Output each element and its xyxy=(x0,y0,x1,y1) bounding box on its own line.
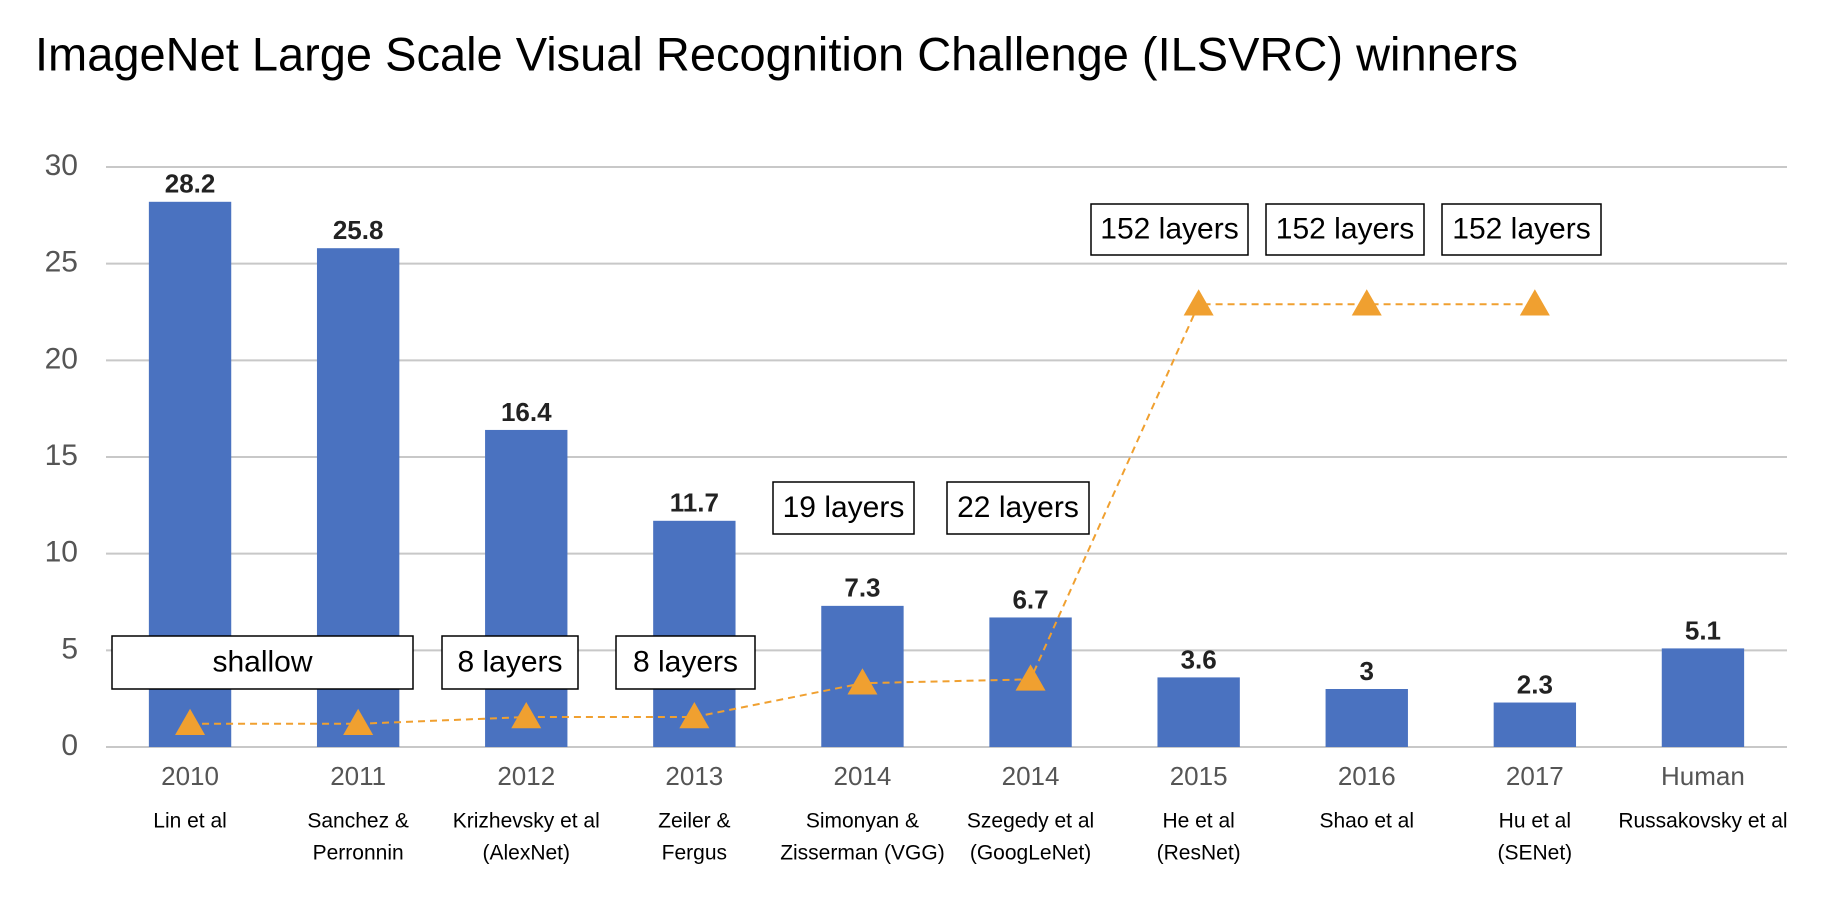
chart-title: ImageNet Large Scale Visual Recognition … xyxy=(35,27,1518,80)
bar xyxy=(1661,648,1745,747)
value-label: 7.3 xyxy=(844,573,880,603)
value-label: 16.4 xyxy=(501,397,552,427)
bar xyxy=(1157,677,1240,747)
annotation: 152 layers xyxy=(1100,212,1238,245)
bar xyxy=(485,429,568,747)
annotation: shallow xyxy=(212,645,312,678)
value-label: 25.8 xyxy=(333,215,384,245)
value-label: 3.6 xyxy=(1181,644,1217,674)
y-tick-label: 10 xyxy=(45,536,78,569)
value-label: 2.3 xyxy=(1517,669,1553,699)
category-note: Lin et al xyxy=(153,810,227,833)
y-tick-label: 25 xyxy=(45,246,78,279)
triangle-marker xyxy=(1015,664,1046,691)
x-tick-label: Human xyxy=(1661,761,1745,791)
bar xyxy=(1493,702,1577,747)
category-note: Zisserman (VGG) xyxy=(780,842,945,865)
value-label: 28.2 xyxy=(165,169,216,199)
y-tick-label: 30 xyxy=(45,149,78,182)
category-note: Perronnin xyxy=(313,842,404,865)
triangle-marker xyxy=(511,702,542,729)
annotation-box xyxy=(1265,203,1425,256)
category-note: Hu et al xyxy=(1499,810,1571,833)
category-note: Krizhevsky et al xyxy=(453,810,600,833)
category-note: Simonyan & xyxy=(806,810,919,833)
category-note: Russakovsky et al xyxy=(1618,810,1787,833)
triangle-marker xyxy=(175,708,206,736)
x-tick-label: 2016 xyxy=(1338,761,1396,791)
annotation-box xyxy=(1090,203,1249,256)
category-note: Sanchez & xyxy=(307,810,409,833)
annotation: 152 layers xyxy=(1452,212,1590,245)
y-tick-label: 5 xyxy=(61,632,78,665)
x-tick-label: 2012 xyxy=(497,761,555,791)
value-label: 3 xyxy=(1360,656,1374,686)
annotation: 22 layers xyxy=(957,491,1079,524)
value-label: 11.7 xyxy=(670,488,719,518)
annotation-box xyxy=(1441,203,1602,256)
y-tick-label: 15 xyxy=(45,439,78,472)
category-note: (SENet) xyxy=(1498,842,1573,865)
x-tick-label: 2010 xyxy=(161,761,219,791)
category-note: (ResNet) xyxy=(1157,842,1241,865)
annotation-box xyxy=(615,635,756,690)
x-tick-label: 2015 xyxy=(1170,761,1228,791)
triangle-marker xyxy=(1351,289,1382,316)
annotation: 19 layers xyxy=(783,491,905,524)
annotation-box xyxy=(946,481,1090,535)
annotation-box xyxy=(111,635,414,690)
x-tick-label: 2014 xyxy=(834,761,892,791)
y-tick-label: 0 xyxy=(61,729,78,762)
x-tick-label: 2011 xyxy=(330,761,386,791)
triangle-marker xyxy=(343,708,374,736)
category-note: (AlexNet) xyxy=(482,842,570,865)
category-note: (GoogLeNet) xyxy=(970,842,1091,865)
value-label: 5.1 xyxy=(1685,615,1721,645)
category-note: Szegedy et al xyxy=(967,810,1094,833)
y-tick-label: 20 xyxy=(45,342,78,375)
triangle-marker xyxy=(847,668,878,695)
triangle-marker xyxy=(1519,289,1550,316)
x-tick-label: 2017 xyxy=(1506,761,1564,791)
x-tick-label: 2014 xyxy=(1002,761,1060,791)
annotation: 8 layers xyxy=(633,645,738,678)
annotation-box xyxy=(772,481,915,535)
annotation: 8 layers xyxy=(457,645,562,678)
category-note: Shao et al xyxy=(1319,810,1414,833)
annotation-box xyxy=(441,635,579,690)
category-note: Zeiler & xyxy=(658,810,730,833)
annotation: 152 layers xyxy=(1276,212,1414,245)
bar xyxy=(1325,689,1408,747)
triangle-marker xyxy=(1183,289,1214,316)
value-label: 6.7 xyxy=(1012,584,1048,614)
triangle-marker xyxy=(679,702,710,729)
category-note: Fergus xyxy=(662,842,727,865)
x-tick-label: 2013 xyxy=(665,761,723,791)
category-note: He et al xyxy=(1162,810,1234,833)
